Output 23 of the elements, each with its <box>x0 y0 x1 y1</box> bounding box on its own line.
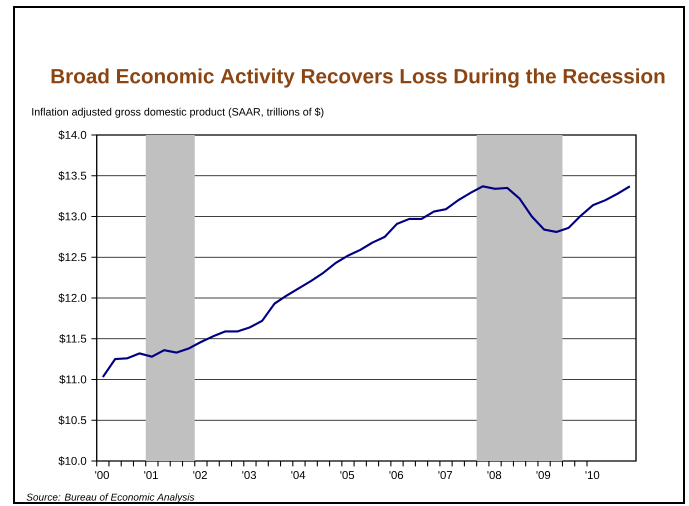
y-tick-label: $12.0 <box>58 293 86 303</box>
y-tick-label: $10.0 <box>58 456 86 466</box>
x-tick-label: '03 <box>242 471 256 480</box>
x-tick-label: '06 <box>389 471 404 480</box>
chart-title: Broad Economic Activity Recovers Loss During the Recession <box>52 68 664 88</box>
x-tick-label: '02 <box>193 471 207 480</box>
y-axis-title: Inflation adjusted gross domestic product (SAAR, trillions of $) <box>32 108 324 118</box>
x-tick-label: '10 <box>586 471 600 480</box>
x-tick-label: '00 <box>95 471 109 480</box>
y-tick-label: $10.5 <box>58 416 86 425</box>
y-tick-label: $11.0 <box>59 374 86 384</box>
y-tick-label: $13.5 <box>58 171 86 180</box>
y-tick-label: $12.5 <box>58 252 86 262</box>
x-tick-label: '09 <box>536 471 550 480</box>
x-tick-label: '05 <box>340 471 354 480</box>
y-tick-label: $11.5 <box>59 334 86 344</box>
x-tick-label: '04 <box>291 471 306 480</box>
y-tick-label: $14.0 <box>58 130 86 140</box>
x-tick-label: '01 <box>144 471 158 480</box>
y-tick-label: $13.0 <box>58 212 86 222</box>
x-tick-label: '08 <box>487 471 502 480</box>
x-tick-label: '07 <box>438 471 452 480</box>
source-note: Source: Bureau of Economic Analysis <box>26 493 194 503</box>
